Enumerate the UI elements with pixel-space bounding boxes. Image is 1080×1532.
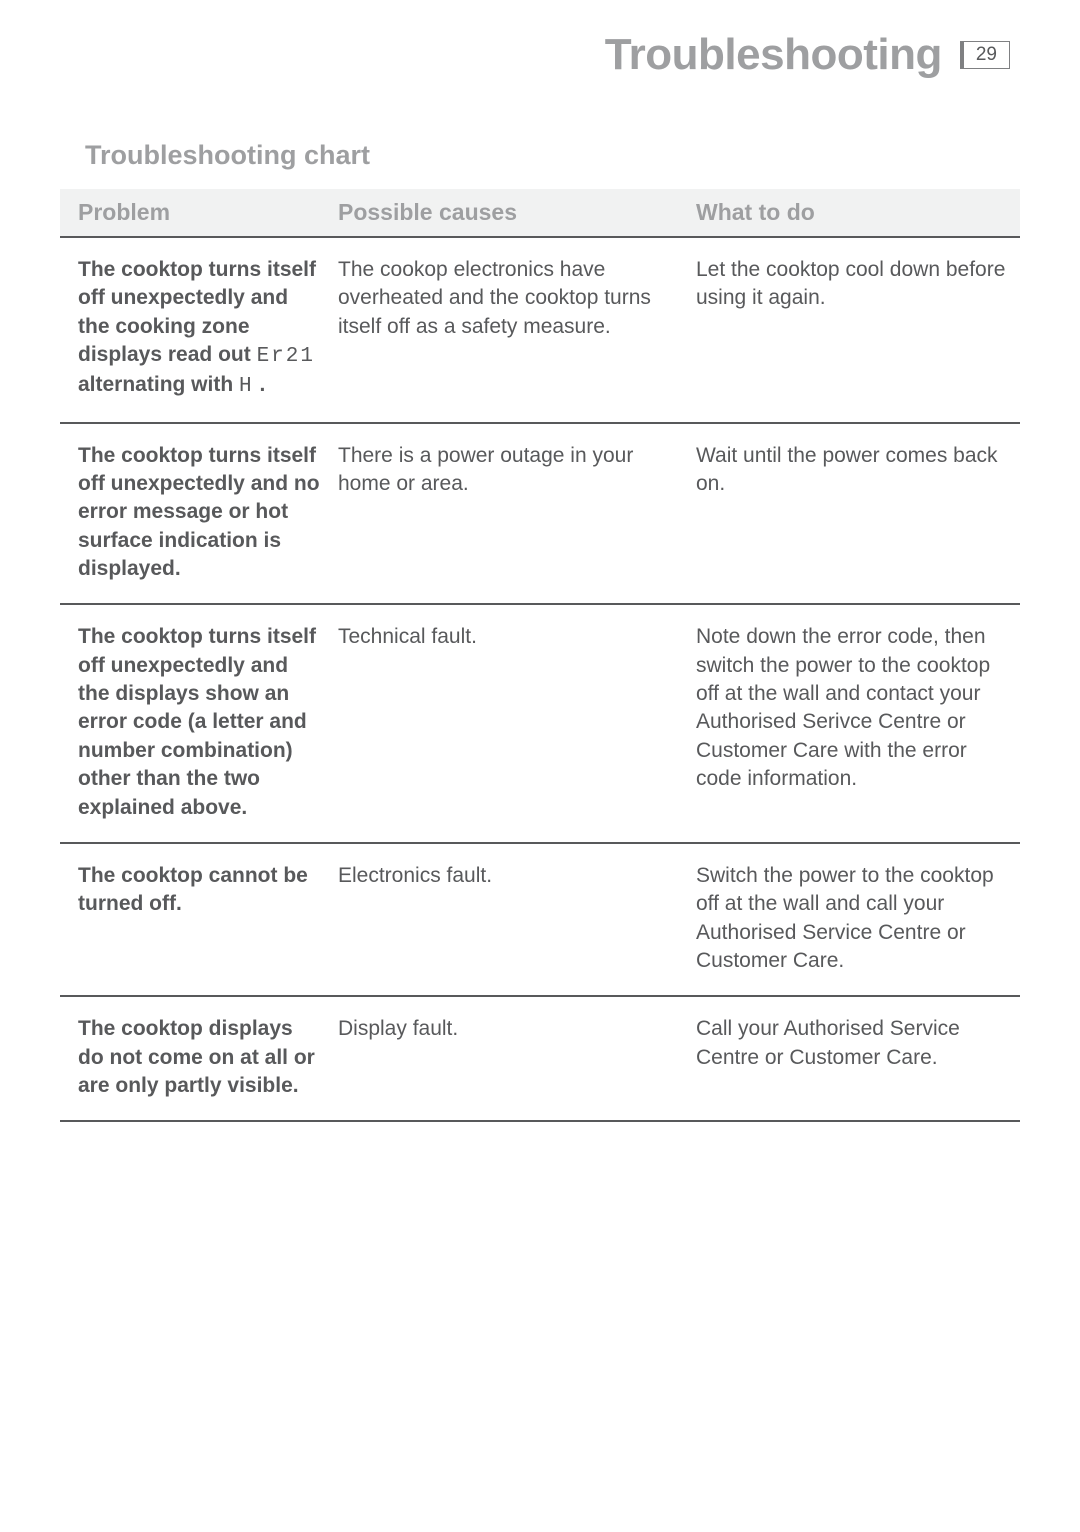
table-row: The cooktop displays do not come on at a… [60,996,1020,1121]
cell-cause: Display fault. [338,996,696,1121]
col-header-action: What to do [696,189,1020,237]
section-title: Troubleshooting chart [85,140,1020,171]
col-header-causes: Possible causes [338,189,696,237]
page-number-box: 29 [960,41,1010,69]
cell-cause: The cookop electronics have overheated a… [338,237,696,423]
table-row: The cooktop turns itself off unexpectedl… [60,237,1020,423]
col-header-problem: Problem [60,189,338,237]
error-code: Er21 [257,345,315,368]
cell-cause: Electronics fault. [338,843,696,996]
cell-cause: There is a power outage in your home or … [338,423,696,605]
table-row: The cooktop cannot be turned off. Electr… [60,843,1020,996]
cell-problem: The cooktop cannot be turned off. [60,843,338,996]
page: Troubleshooting 29 Troubleshooting chart… [0,0,1080,1532]
cell-action: Call your Authorised Service Centre or C… [696,996,1020,1121]
cell-action: Note down the error code, then switch th… [696,604,1020,842]
cell-action: Let the cooktop cool down before using i… [696,237,1020,423]
cell-action: Wait until the power comes back on. [696,423,1020,605]
problem-text-post: . [254,373,266,396]
page-header: Troubleshooting 29 [60,30,1020,80]
cell-problem: The cooktop turns itself off unexpectedl… [60,423,338,605]
cell-problem: The cooktop turns itself off unexpectedl… [60,237,338,423]
table-row: The cooktop turns itself off unexpectedl… [60,423,1020,605]
problem-text-mid: alternating with [78,373,239,396]
cell-problem: The cooktop displays do not come on at a… [60,996,338,1121]
page-title: Troubleshooting [605,30,942,80]
page-number: 29 [976,44,997,66]
cell-cause: Technical fault. [338,604,696,842]
troubleshooting-table: Problem Possible causes What to do The c… [60,189,1020,1122]
table-header-row: Problem Possible causes What to do [60,189,1020,237]
table-row: The cooktop turns itself off unexpectedl… [60,604,1020,842]
cell-problem: The cooktop turns itself off unexpectedl… [60,604,338,842]
cell-action: Switch the power to the cooktop off at t… [696,843,1020,996]
error-code: H [239,375,254,398]
